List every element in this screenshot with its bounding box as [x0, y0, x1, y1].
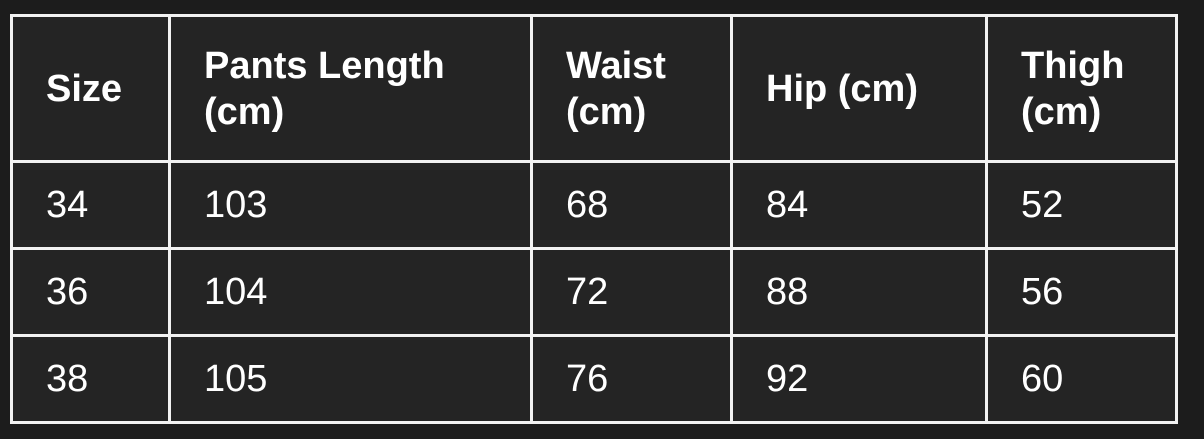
- header-cell: Waist (cm): [530, 14, 733, 163]
- header-cell: Size: [10, 14, 171, 163]
- table-cell: 56: [985, 247, 1178, 337]
- table-row: 34 103 68 84 52: [10, 160, 1178, 250]
- table-row: 38 105 76 92 60: [10, 334, 1178, 424]
- table-cell: 68: [530, 160, 733, 250]
- header-cell: Hip (cm): [730, 14, 988, 163]
- table-cell: 88: [730, 247, 988, 337]
- table-cell: 72: [530, 247, 733, 337]
- table-cell: 105: [168, 334, 533, 424]
- table-cell: 84: [730, 160, 988, 250]
- table-cell: 76: [530, 334, 733, 424]
- table-cell: 36: [10, 247, 171, 337]
- table-cell: 92: [730, 334, 988, 424]
- header-cell: Pants Length (cm): [168, 14, 533, 163]
- table-cell: 104: [168, 247, 533, 337]
- table-cell: 52: [985, 160, 1178, 250]
- header-cell: Thigh (cm): [985, 14, 1178, 163]
- table-cell: 60: [985, 334, 1178, 424]
- table-cell: 38: [10, 334, 171, 424]
- table-cell: 34: [10, 160, 171, 250]
- header-row: Size Pants Length (cm) Waist (cm) Hip (cm) T…: [10, 14, 1178, 163]
- table-row: 36 104 72 88 56: [10, 247, 1178, 337]
- size-table: Size Pants Length (cm) Waist (cm) Hip (cm) T…: [10, 14, 1178, 424]
- table-cell: 103: [168, 160, 533, 250]
